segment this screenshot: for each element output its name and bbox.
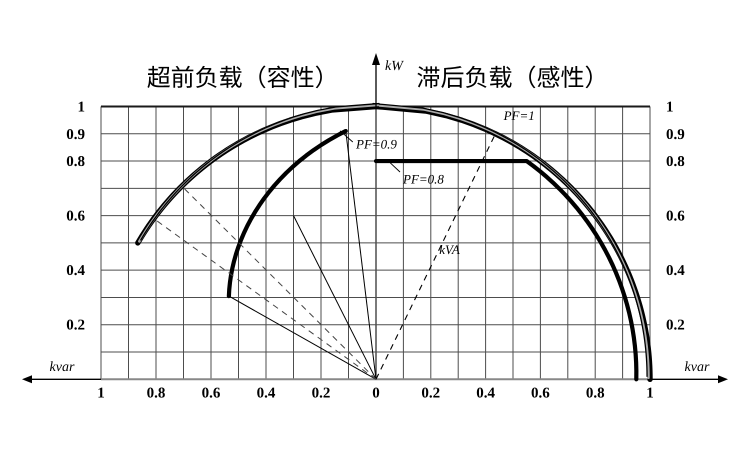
- svg-text:1: 1: [78, 100, 86, 116]
- svg-text:kvar: kvar: [685, 360, 710, 375]
- svg-text:0.8: 0.8: [666, 154, 685, 170]
- svg-text:0.4: 0.4: [66, 263, 85, 279]
- svg-text:0.9: 0.9: [66, 127, 85, 143]
- svg-text:PF=0.8: PF=0.8: [402, 172, 444, 187]
- svg-text:0.4: 0.4: [476, 385, 495, 401]
- svg-text:0.8: 0.8: [586, 385, 605, 401]
- svg-text:1: 1: [646, 385, 654, 401]
- svg-text:超前负载（容性）: 超前负载（容性）: [147, 65, 339, 92]
- svg-text:0.2: 0.2: [666, 318, 685, 334]
- svg-text:0: 0: [372, 385, 380, 401]
- svg-text:0.9: 0.9: [666, 127, 685, 143]
- svg-text:kvar: kvar: [50, 360, 75, 375]
- svg-text:0.8: 0.8: [147, 385, 166, 401]
- svg-text:0.2: 0.2: [312, 385, 331, 401]
- svg-text:kVA: kVA: [439, 242, 460, 257]
- svg-text:滞后负载（感性）: 滞后负载（感性）: [417, 65, 609, 92]
- svg-text:0.8: 0.8: [66, 154, 85, 170]
- svg-text:PF=1: PF=1: [503, 108, 535, 123]
- svg-text:0.4: 0.4: [666, 263, 685, 279]
- svg-text:0.2: 0.2: [66, 318, 85, 334]
- svg-text:0.6: 0.6: [666, 209, 685, 225]
- svg-text:PF=0.9: PF=0.9: [355, 137, 397, 152]
- svg-text:0.2: 0.2: [421, 385, 440, 401]
- svg-text:0.6: 0.6: [66, 209, 85, 225]
- svg-text:kW: kW: [385, 59, 404, 74]
- svg-text:1: 1: [666, 100, 674, 116]
- svg-text:1: 1: [97, 385, 105, 401]
- svg-text:0.6: 0.6: [531, 385, 550, 401]
- svg-text:0.4: 0.4: [257, 385, 276, 401]
- svg-text:0.6: 0.6: [202, 385, 221, 401]
